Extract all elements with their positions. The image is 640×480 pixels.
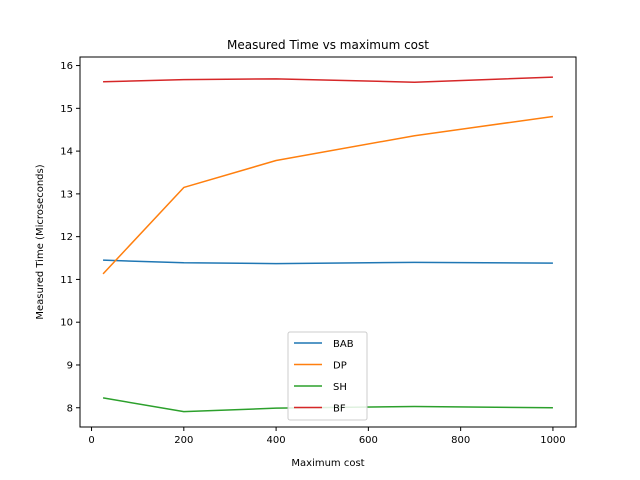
x-tick-label: 800 — [451, 435, 470, 446]
chart-title: Measured Time vs maximum cost — [227, 38, 429, 52]
y-tick-label: 8 — [67, 403, 73, 414]
x-tick-label: 400 — [267, 435, 286, 446]
legend-label-bf: BF — [333, 404, 346, 415]
legend-box — [287, 331, 368, 421]
y-tick-label: 13 — [60, 189, 73, 200]
legend-label-dp: DP — [333, 361, 347, 372]
series-line-bab — [103, 259, 553, 265]
y-tick-label: 10 — [60, 318, 73, 329]
x-tick-label: 1000 — [540, 435, 565, 446]
x-tick-label: 0 — [88, 435, 94, 446]
y-tick-label: 15 — [60, 104, 73, 115]
legend: BAB DP SH BF — [287, 331, 368, 421]
y-tick-label: 12 — [60, 232, 73, 243]
series-line-dp — [102, 115, 554, 275]
y-tick-label: 9 — [67, 360, 73, 371]
x-axis-label: Maximum cost — [291, 458, 364, 469]
y-tick-label: 14 — [60, 147, 73, 158]
series-line-bf — [103, 76, 553, 83]
series-line-sh — [102, 397, 553, 413]
y-axis-label: Measured Time (Microseconds) — [35, 164, 46, 319]
x-tick-label: 600 — [359, 435, 378, 446]
y-axis: 8 9 10 11 12 13 14 15 16 — [60, 61, 80, 414]
legend-label-sh: SH — [333, 382, 347, 393]
y-tick-label: 16 — [60, 61, 73, 72]
x-tick-label: 200 — [174, 435, 193, 446]
x-axis: 0 200 400 600 800 1000 — [88, 427, 566, 446]
legend-label-bab: BAB — [333, 339, 354, 350]
plot-area — [102, 76, 554, 413]
plot-frame — [79, 56, 577, 428]
y-tick-label: 11 — [60, 275, 73, 286]
